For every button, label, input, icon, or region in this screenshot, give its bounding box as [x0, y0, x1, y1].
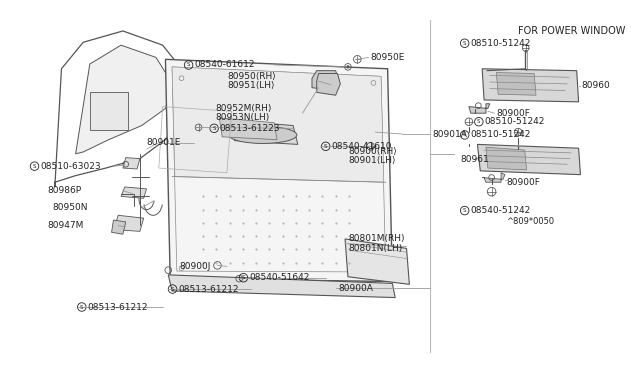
- Text: 80950E: 80950E: [371, 53, 405, 62]
- Text: 80801M(RH): 80801M(RH): [348, 234, 404, 243]
- Text: 08540-41610: 08540-41610: [332, 142, 392, 151]
- Text: 08510-63023: 08510-63023: [40, 162, 101, 171]
- Text: 80961: 80961: [460, 155, 489, 164]
- Text: 80951⟨LH⟩: 80951⟨LH⟩: [227, 81, 275, 90]
- Polygon shape: [497, 73, 536, 95]
- Text: 80947M: 80947M: [47, 221, 84, 230]
- Text: 80900⟨RH⟩: 80900⟨RH⟩: [348, 147, 397, 155]
- Text: 80950⟨RH⟩: 80950⟨RH⟩: [227, 72, 276, 81]
- Text: S: S: [463, 208, 467, 213]
- Text: S: S: [212, 126, 216, 131]
- Polygon shape: [312, 71, 339, 90]
- Text: 80901E: 80901E: [147, 138, 181, 147]
- Polygon shape: [166, 59, 392, 282]
- Text: 80900F: 80900F: [507, 178, 541, 187]
- Text: 08540-61612: 08540-61612: [195, 61, 255, 70]
- Text: ^809*0050: ^809*0050: [506, 217, 554, 227]
- Text: S: S: [33, 164, 36, 169]
- Text: S: S: [171, 286, 174, 292]
- Text: 08510-51242: 08510-51242: [470, 131, 531, 140]
- Text: 08540-51642: 08540-51642: [249, 273, 310, 282]
- Circle shape: [347, 66, 349, 68]
- Text: S: S: [242, 275, 245, 280]
- Polygon shape: [232, 121, 298, 144]
- Text: S: S: [324, 144, 328, 149]
- Polygon shape: [477, 144, 580, 175]
- Text: S: S: [187, 62, 190, 67]
- Text: 80950N: 80950N: [52, 203, 88, 212]
- Polygon shape: [220, 118, 277, 140]
- Text: 80900A: 80900A: [339, 283, 373, 293]
- Polygon shape: [121, 187, 147, 198]
- Text: S: S: [80, 305, 84, 310]
- Text: 08540-51242: 08540-51242: [470, 206, 531, 215]
- Text: 80900J: 80900J: [180, 262, 211, 271]
- Polygon shape: [317, 74, 340, 95]
- Polygon shape: [76, 45, 172, 154]
- Polygon shape: [111, 220, 125, 234]
- Text: S: S: [463, 41, 467, 46]
- Text: 80901A: 80901A: [432, 129, 467, 138]
- Text: 08510-51242: 08510-51242: [484, 117, 545, 126]
- Text: 80900F: 80900F: [497, 109, 530, 118]
- Text: 80960: 80960: [581, 81, 610, 90]
- Text: 08510-51242: 08510-51242: [470, 39, 531, 48]
- Polygon shape: [90, 92, 127, 130]
- Circle shape: [320, 86, 323, 89]
- Polygon shape: [345, 239, 410, 284]
- Ellipse shape: [228, 126, 297, 144]
- Polygon shape: [482, 173, 505, 182]
- Text: 80953N(LH): 80953N(LH): [216, 113, 270, 122]
- Text: 08513-61212: 08513-61212: [88, 302, 148, 311]
- Polygon shape: [482, 69, 579, 102]
- Polygon shape: [172, 67, 384, 182]
- Polygon shape: [486, 147, 527, 170]
- Text: S: S: [463, 132, 467, 137]
- Polygon shape: [168, 275, 395, 298]
- Text: S: S: [477, 119, 481, 124]
- Polygon shape: [469, 104, 490, 113]
- Text: 80801N(LH): 80801N(LH): [348, 244, 402, 253]
- Text: 80901⟨LH⟩: 80901⟨LH⟩: [348, 156, 396, 165]
- Text: 08513-61223: 08513-61223: [220, 124, 280, 133]
- Polygon shape: [123, 158, 140, 169]
- Text: 80986P: 80986P: [47, 186, 81, 195]
- Text: 80952M(RH): 80952M(RH): [216, 104, 272, 113]
- Text: FOR POWER WINDOW: FOR POWER WINDOW: [518, 26, 625, 36]
- Text: 08513-61212: 08513-61212: [178, 285, 239, 294]
- Polygon shape: [113, 215, 144, 231]
